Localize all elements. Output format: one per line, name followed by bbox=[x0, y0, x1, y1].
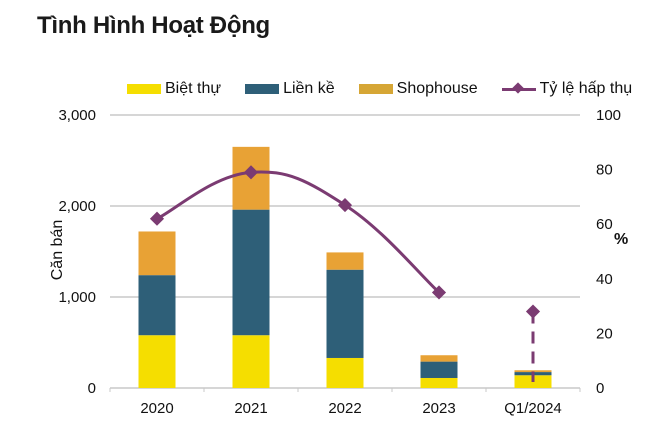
legend: Biệt thự Liền kề Shophouse Tỷ lệ hấp thụ bbox=[127, 80, 632, 98]
bar-biet-thu bbox=[138, 335, 176, 388]
legend-item-biet-thu: Biệt thự bbox=[127, 80, 221, 98]
x-tick-label: 2023 bbox=[422, 400, 455, 417]
legend-swatch-line bbox=[501, 82, 536, 95]
bar-lien-ke bbox=[232, 209, 270, 336]
line-marker bbox=[431, 285, 447, 300]
y2-tick-label: 100 bbox=[596, 107, 621, 124]
legend-item-ty-le-hap-thu: Tỷ lệ hấp thụ bbox=[501, 80, 633, 98]
bar-lien-ke bbox=[326, 269, 364, 358]
y2-tick-label: 80 bbox=[596, 162, 613, 179]
x-axis-ticks: 2020 2021 2022 2023 Q1/2024 bbox=[140, 400, 561, 417]
bar-shophouse bbox=[326, 252, 364, 270]
y-tick-label: 1,000 bbox=[58, 289, 96, 306]
line-marker bbox=[243, 165, 259, 180]
line-marker bbox=[337, 198, 353, 213]
chart-title: Tình Hình Hoạt Động bbox=[37, 12, 270, 39]
bar-lien-ke bbox=[420, 361, 458, 378]
legend-item-shophouse: Shophouse bbox=[358, 80, 478, 98]
x-tick-label: 2022 bbox=[328, 400, 361, 417]
left-axis-ticks: 0 1,000 2,000 3,000 bbox=[58, 107, 96, 397]
right-axis-ticks: 0 20 40 60 80 100 bbox=[596, 107, 621, 397]
legend-item-lien-ke: Liền kề bbox=[245, 80, 335, 98]
line-series-ty-le-hap-thu bbox=[156, 170, 441, 294]
y2-tick-label: 60 bbox=[596, 216, 613, 233]
line-marker bbox=[525, 304, 541, 319]
legend-swatch-biet-thu bbox=[127, 84, 161, 94]
y-tick-label: 0 bbox=[88, 380, 96, 397]
legend-swatch-lien-ke bbox=[245, 84, 280, 94]
y2-tick-label: 20 bbox=[596, 325, 613, 342]
bar-biet-thu bbox=[326, 357, 364, 388]
legend-label: Tỷ lệ hấp thụ bbox=[539, 80, 633, 97]
legend-label: Shophouse bbox=[396, 80, 478, 97]
y-axis-title: Căn bán bbox=[49, 220, 66, 281]
legend-label: Liền kề bbox=[283, 80, 335, 97]
x-tick-label: 2021 bbox=[234, 400, 267, 417]
y2-tick-label: 0 bbox=[596, 380, 604, 397]
y2-axis-title: % bbox=[614, 231, 628, 248]
line-marker bbox=[149, 211, 165, 226]
bar-shophouse bbox=[514, 370, 552, 373]
bars bbox=[138, 146, 552, 388]
legend-label: Biệt thự bbox=[165, 80, 222, 97]
bar-biet-thu bbox=[420, 377, 458, 388]
bar-shophouse bbox=[420, 355, 458, 362]
legend-swatch-shophouse bbox=[358, 84, 393, 94]
bar-lien-ke bbox=[138, 275, 176, 336]
x-tick-label: Q1/2024 bbox=[504, 400, 562, 417]
y-tick-label: 2,000 bbox=[58, 198, 96, 215]
absorption-line bbox=[149, 165, 541, 382]
bar-biet-thu bbox=[232, 335, 270, 388]
y2-tick-label: 40 bbox=[596, 271, 613, 288]
y-tick-label: 3,000 bbox=[58, 107, 96, 124]
bar-shophouse bbox=[138, 231, 176, 276]
x-tick-label: 2020 bbox=[140, 400, 173, 417]
